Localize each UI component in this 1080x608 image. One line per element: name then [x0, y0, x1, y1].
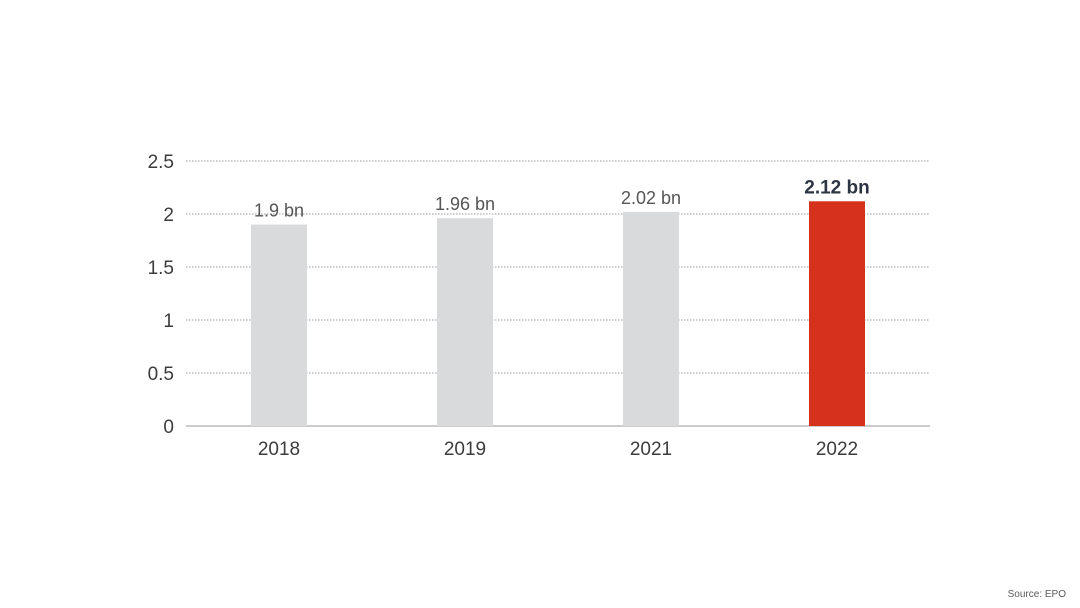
y-tick-label: 2 [163, 205, 174, 226]
y-tick-label: 2.5 [148, 152, 174, 173]
bars [251, 201, 865, 426]
x-tick-label: 2018 [258, 439, 300, 460]
bar [251, 225, 307, 426]
data-label: 1.96 bn [435, 194, 495, 214]
x-tick-label: 2019 [444, 439, 486, 460]
y-tick-label: 0.5 [148, 364, 174, 385]
x-tick-label: 2021 [630, 439, 672, 460]
source-note: Source: EPO [1008, 589, 1066, 600]
data-label: 1.9 bn [254, 201, 304, 221]
bar [437, 218, 493, 426]
y-axis-ticks: 0 0.5 1 1.5 2 2.5 [148, 152, 174, 438]
data-label: 2.12 bn [804, 177, 869, 198]
x-axis-ticks: 2018 2019 2021 2022 [258, 439, 858, 460]
bar [623, 212, 679, 426]
x-tick-label: 2022 [816, 439, 858, 460]
y-tick-label: 0 [163, 417, 174, 438]
y-tick-label: 1 [163, 311, 174, 332]
bar [809, 201, 865, 426]
y-tick-label: 1.5 [148, 258, 174, 279]
data-label: 2.02 bn [621, 188, 681, 208]
